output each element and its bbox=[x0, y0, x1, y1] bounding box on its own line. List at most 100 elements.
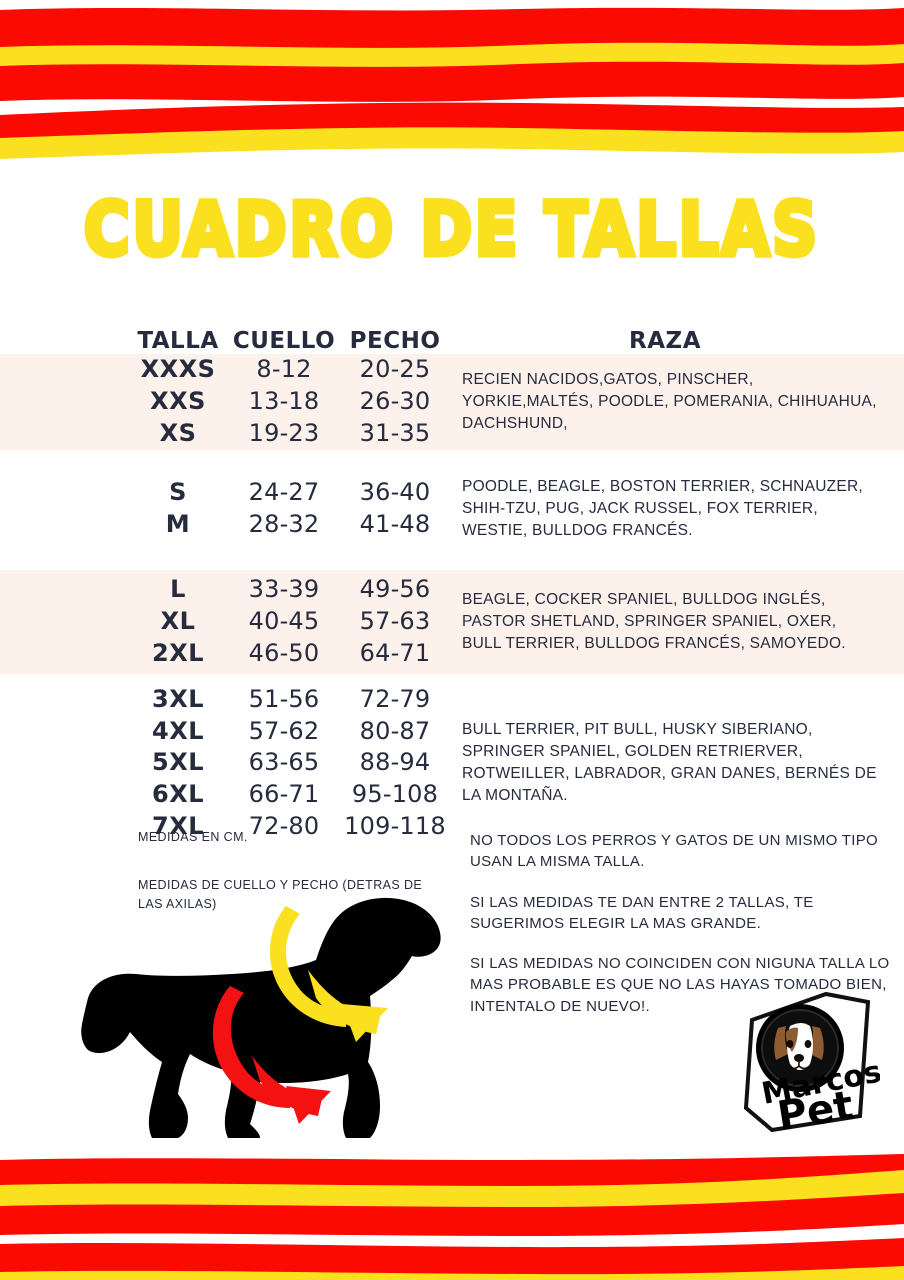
cell-pecho: 31-35 bbox=[359, 418, 431, 447]
table-row: 3XL 51-56 72-79 bbox=[128, 684, 450, 716]
cell-pecho: 109-118 bbox=[344, 811, 446, 840]
cell-cuello: 57-62 bbox=[248, 716, 320, 745]
yellow-stripe-4 bbox=[0, 1266, 904, 1280]
table-row: XXXS 8-12 20-25 bbox=[128, 354, 450, 386]
note-units: MEDIDAS EN CM. bbox=[138, 830, 248, 844]
cell-cuello: 24-27 bbox=[248, 478, 320, 507]
cell-cuello: 19-23 bbox=[248, 418, 320, 447]
table-row: 5XL 63-65 88-94 bbox=[128, 747, 450, 779]
bottom-stripe-decoration bbox=[0, 1148, 904, 1280]
cell-pecho: 36-40 bbox=[359, 478, 431, 507]
table-row: XS 19-23 31-35 bbox=[128, 418, 450, 450]
cell-cuello: 63-65 bbox=[248, 748, 320, 777]
table-header-row: TALLA CUELLO PECHO RAZA bbox=[0, 318, 904, 354]
dog-measurement-illustration bbox=[80, 880, 450, 1160]
red-chest-measure-arrow bbox=[212, 986, 290, 1108]
table-row: 6XL 66-71 95-108 bbox=[128, 779, 450, 811]
size-group-l: L 33-39 49-56 XL 40-45 57-63 2XL 46-50 6… bbox=[0, 570, 904, 674]
size-rows: 3XL 51-56 72-79 4XL 57-62 80-87 5XL 63-6… bbox=[128, 684, 450, 842]
yellow-neck-measure-arrow bbox=[270, 906, 346, 1027]
top-stripe-decoration bbox=[0, 0, 904, 172]
cell-talla: XS bbox=[159, 418, 197, 447]
table-row: XXS 13-18 26-30 bbox=[128, 386, 450, 418]
cell-pecho: 72-79 bbox=[359, 684, 431, 713]
cell-talla: 3XL bbox=[152, 684, 204, 713]
cell-talla: XXS bbox=[150, 387, 206, 416]
cell-cuello: 8-12 bbox=[256, 355, 312, 384]
note-paragraph: SI LAS MEDIDAS NO COINCIDEN CON NIGUNA T… bbox=[470, 955, 890, 1015]
yellow-stripe-2 bbox=[0, 127, 904, 159]
cell-talla: XL bbox=[160, 607, 196, 636]
logo-dog-mouth bbox=[789, 1062, 809, 1070]
note-paragraph: SI LAS MEDIDAS TE DAN ENTRE 2 TALLAS, TE… bbox=[470, 893, 814, 932]
logo-dog-eye-right bbox=[804, 1040, 812, 1048]
red-stripe-2 bbox=[0, 61, 904, 102]
logo-dog-face bbox=[774, 1023, 824, 1070]
red-stripe-1 bbox=[0, 7, 904, 51]
size-group-xl: 3XL 51-56 72-79 4XL 57-62 80-87 5XL 63-6… bbox=[0, 685, 904, 840]
cell-raza: POODLE, BEAGLE, BOSTON TERRIER, SCHNAUZE… bbox=[462, 478, 863, 539]
column-header-cuello: CUELLO bbox=[232, 328, 336, 354]
table-row: 2XL 46-50 64-71 bbox=[128, 638, 450, 670]
red-chest-measure-arrow-tip bbox=[286, 1086, 331, 1124]
logo-dog-eye-left bbox=[786, 1040, 794, 1048]
cell-raza: RECIEN NACIDOS,GATOS, PINSCHER, YORKIE,M… bbox=[462, 371, 877, 432]
group-separator bbox=[0, 450, 904, 470]
cell-pecho: 88-94 bbox=[359, 748, 431, 777]
table-row: L 33-39 49-56 bbox=[128, 574, 450, 606]
cell-pecho: 80-87 bbox=[359, 716, 431, 745]
table-row: 7XL 72-80 109-118 bbox=[128, 811, 450, 843]
note-measure-location: MEDIDAS DE CUELLO Y PECHO (DETRAS DE LAS… bbox=[138, 878, 423, 911]
cell-talla: 7XL bbox=[152, 811, 204, 840]
cell-cuello: 66-71 bbox=[248, 779, 320, 808]
cell-pecho: 64-71 bbox=[359, 638, 431, 667]
cell-pecho: 20-25 bbox=[359, 355, 431, 384]
cell-pecho: 26-30 bbox=[359, 387, 431, 416]
cell-cuello: 40-45 bbox=[248, 607, 320, 636]
column-header-raza: RAZA bbox=[629, 328, 701, 354]
red-stripe-6 bbox=[0, 1238, 904, 1280]
cell-pecho: 41-48 bbox=[359, 510, 431, 538]
cell-talla: XXXS bbox=[140, 355, 216, 384]
group-separator bbox=[0, 548, 904, 570]
cell-cuello: 46-50 bbox=[248, 638, 320, 667]
yellow-stripe-3 bbox=[0, 1170, 904, 1210]
size-rows: S 24-27 36-40 M 28-32 41-48 bbox=[128, 477, 450, 540]
table-row: M 28-32 41-48 bbox=[128, 509, 450, 541]
logo-dog-nose bbox=[794, 1054, 804, 1062]
note-paragraph: NO TODOS LOS PERROS Y GATOS DE UN MISMO … bbox=[470, 832, 879, 871]
cell-talla: M bbox=[165, 510, 191, 538]
cell-raza: BEAGLE, COCKER SPANIEL, BULLDOG INGLÉS, … bbox=[462, 591, 846, 652]
cell-cuello: 33-39 bbox=[248, 575, 320, 604]
column-header-talla: TALLA bbox=[137, 328, 219, 354]
cell-talla: 6XL bbox=[152, 779, 204, 808]
red-stripe-5 bbox=[0, 1193, 904, 1236]
notes-panel: NO TODOS LOS PERROS Y GATOS DE UN MISMO … bbox=[470, 830, 890, 1036]
cell-pecho: 95-108 bbox=[351, 779, 439, 808]
dog-silhouette bbox=[81, 897, 441, 1138]
table-row: XL 40-45 57-63 bbox=[128, 606, 450, 638]
cell-cuello: 13-18 bbox=[248, 387, 320, 416]
cell-talla: L bbox=[170, 575, 186, 604]
cell-cuello: 28-32 bbox=[248, 510, 320, 538]
size-group-xs: XXXS 8-12 20-25 XXS 13-18 26-30 XS 19-23… bbox=[0, 354, 904, 450]
cell-raza: BULL TERRIER, PIT BULL, HUSKY SIBERIANO,… bbox=[462, 721, 877, 804]
cell-talla: 5XL bbox=[152, 748, 204, 777]
table-row: S 24-27 36-40 bbox=[128, 477, 450, 509]
cell-pecho: 57-63 bbox=[359, 607, 431, 636]
table-row: 4XL 57-62 80-87 bbox=[128, 716, 450, 748]
size-chart-table: TALLA CUELLO PECHO RAZA XXXS 8-12 20-25 … bbox=[0, 318, 904, 840]
cell-talla: 4XL bbox=[152, 716, 204, 745]
size-rows: XXXS 8-12 20-25 XXS 13-18 26-30 XS 19-23… bbox=[128, 354, 450, 449]
column-header-pecho: PECHO bbox=[349, 328, 441, 354]
cell-pecho: 49-56 bbox=[359, 575, 431, 604]
page-title: CUADRO DE TALLAS bbox=[82, 185, 820, 273]
cell-talla: 2XL bbox=[152, 638, 204, 667]
marcos-pet-logo: Marcos Pet bbox=[728, 988, 880, 1138]
size-rows: L 33-39 49-56 XL 40-45 57-63 2XL 46-50 6… bbox=[128, 574, 450, 669]
logo-text-pet: Pet bbox=[774, 1083, 856, 1138]
logo-frame bbox=[743, 991, 871, 1133]
cell-talla: S bbox=[169, 478, 187, 507]
cell-cuello: 72-80 bbox=[248, 811, 320, 840]
yellow-neck-measure-arrow-tip bbox=[342, 1004, 388, 1042]
